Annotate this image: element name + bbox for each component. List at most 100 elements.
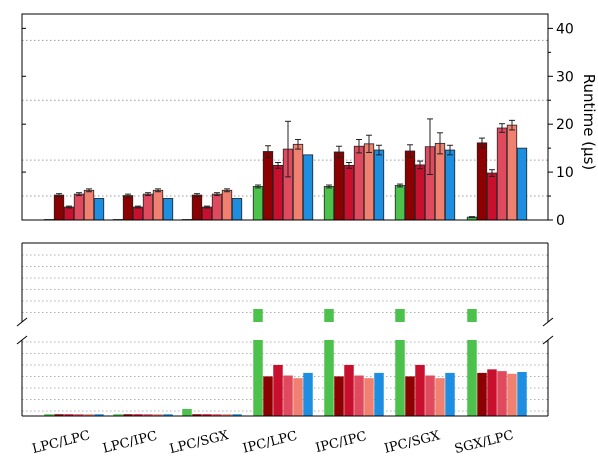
top-bar: [373, 149, 385, 221]
bottom-bar: [435, 378, 445, 416]
bottom-bar: [153, 414, 163, 416]
bottom-bar: [467, 340, 477, 416]
top-bar: [162, 198, 174, 221]
top-bar: [252, 186, 264, 221]
bottom-bar: [222, 414, 232, 416]
bottom-bar: [425, 375, 435, 416]
top-bar: [142, 193, 154, 221]
top-bar: [152, 189, 164, 221]
bottom-bar: [283, 375, 293, 416]
top-bar: [486, 172, 498, 221]
y-tick-label: 0: [556, 213, 565, 229]
category-label: LPC/IPC: [101, 429, 159, 457]
bottom-bar: [303, 372, 313, 416]
bottom-bar: [64, 414, 74, 416]
top-bar: [122, 195, 134, 221]
bottom-bar: [133, 414, 143, 416]
y-tick-label: 40: [556, 21, 574, 37]
top-bar: [444, 149, 456, 221]
top-panel: 0 10 20 30 40: [21, 13, 574, 229]
bottom-bar: [163, 414, 173, 416]
bottom-bar: [182, 408, 192, 416]
bottom-bar: [415, 364, 425, 416]
top-bar: [132, 206, 144, 221]
bottom-bar: [395, 340, 405, 416]
top-bar: [394, 185, 406, 221]
bottom-bar: [94, 414, 104, 416]
bottom-bar: [84, 414, 94, 416]
bottom-bar: [334, 376, 344, 416]
top-bar: [343, 164, 355, 221]
top-bar: [73, 193, 85, 221]
bottom-bar: [467, 309, 477, 322]
top-bar: [333, 151, 345, 221]
y-tick-label: 20: [556, 117, 574, 133]
bottom-bar: [324, 340, 334, 416]
bottom-bar: [253, 340, 263, 416]
bottom-bar: [54, 414, 64, 416]
axis-break-mark: [542, 317, 554, 327]
top-bar: [302, 154, 314, 221]
top-bar: [476, 142, 488, 221]
top-bar: [191, 194, 203, 221]
top-bar: [353, 145, 365, 221]
top-bar: [53, 194, 65, 221]
bottom-bar: [477, 372, 487, 416]
bottom-bar: [445, 372, 455, 416]
top-bar: [211, 193, 223, 221]
top-bar: [506, 124, 518, 221]
category-label: LPC/SGX: [168, 428, 231, 457]
axis-break-mark: [16, 317, 28, 327]
bottom-bar: [212, 414, 222, 416]
bottom-bar: [192, 414, 202, 416]
y-tick-label: 30: [556, 69, 574, 85]
bottom-bar: [273, 364, 283, 416]
bottom-bar: [143, 414, 153, 416]
bottom-bar: [263, 376, 273, 416]
top-bar: [414, 164, 426, 221]
top-bar: [363, 143, 375, 221]
top-bar: [272, 164, 284, 221]
bottom-bar: [44, 414, 54, 416]
bottom-bar: [395, 309, 405, 322]
top-bar: [63, 206, 75, 221]
bottom-bar: [253, 309, 263, 322]
bottom-bar: [517, 372, 527, 416]
category-label: LPC/LPC: [31, 428, 92, 457]
y-axis-title: Runtime (µs): [580, 74, 598, 170]
top-bar: [292, 143, 304, 221]
bottom-panel: [16, 242, 554, 417]
axis-break-mark: [542, 335, 554, 345]
category-label: IPC/SGX: [383, 428, 442, 456]
category-label: IPC/IPC: [314, 429, 368, 456]
bottom-bar: [487, 369, 497, 416]
top-bar: [201, 206, 213, 221]
bottom-bar: [507, 373, 517, 416]
bottom-bar: [324, 309, 334, 322]
bottom-bar: [293, 378, 303, 416]
top-bar: [93, 198, 105, 221]
bottom-bar: [497, 371, 507, 416]
bottom-bar: [374, 372, 384, 416]
bottom-bar: [74, 414, 84, 416]
top-bar: [221, 189, 233, 221]
top-frame: [21, 13, 549, 221]
category-label: IPC/LPC: [241, 429, 299, 457]
top-bar: [496, 127, 508, 221]
bottom-bar: [232, 414, 242, 416]
category-label: SGX/LPC: [453, 428, 515, 457]
top-bar: [516, 147, 528, 221]
bottom-bar: [405, 376, 415, 416]
top-bar: [434, 142, 446, 221]
top-bar: [83, 189, 95, 221]
axis-break-mark: [16, 335, 28, 345]
bottom-bar: [202, 414, 212, 416]
top-bar: [323, 186, 335, 221]
bottom-bar: [354, 375, 364, 416]
top-bar: [404, 150, 416, 221]
bottom-bar: [113, 414, 123, 416]
y-tick-label: 10: [556, 165, 574, 181]
top-bar: [262, 151, 274, 221]
bottom-bar: [344, 364, 354, 416]
